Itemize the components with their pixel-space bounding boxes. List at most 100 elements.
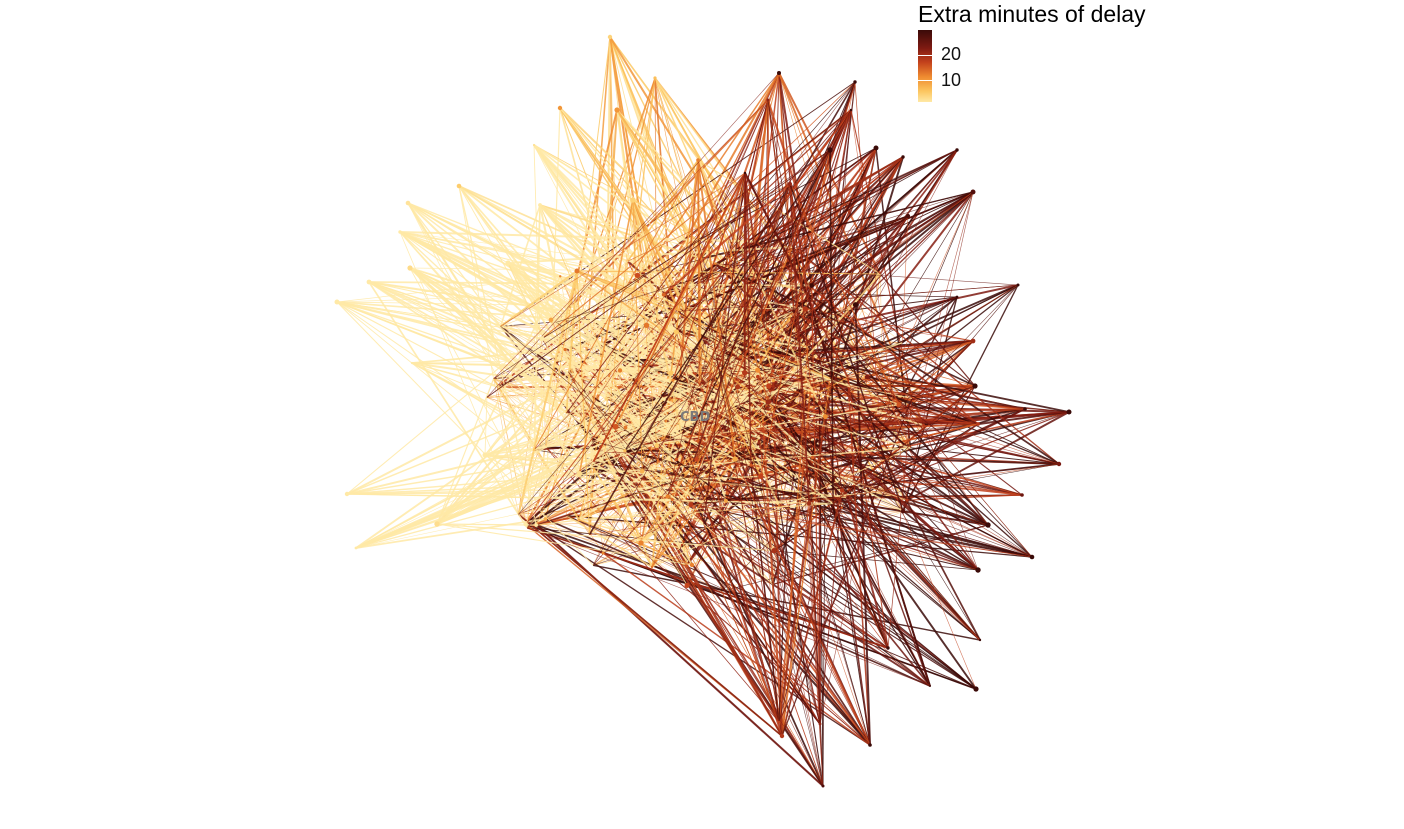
network-edge bbox=[538, 204, 595, 462]
network-edge bbox=[690, 487, 979, 571]
network-node bbox=[592, 467, 596, 470]
network-edge bbox=[884, 423, 979, 492]
network-node bbox=[922, 423, 925, 427]
network-node bbox=[827, 147, 833, 153]
network-edge bbox=[656, 320, 981, 641]
network-node bbox=[1056, 461, 1062, 467]
network-edge bbox=[699, 147, 877, 386]
network-edge bbox=[407, 202, 502, 327]
network-edge bbox=[632, 199, 727, 502]
network-edge bbox=[721, 590, 780, 723]
network-edge bbox=[568, 371, 783, 737]
network-edge bbox=[517, 270, 578, 515]
network-edge bbox=[624, 215, 909, 451]
network-edge bbox=[566, 515, 931, 687]
network-node bbox=[754, 412, 758, 415]
network-node bbox=[505, 260, 511, 266]
network-edge bbox=[670, 159, 699, 374]
network-edge bbox=[721, 284, 1019, 592]
network-edge bbox=[336, 301, 498, 388]
network-node bbox=[533, 448, 536, 452]
network-edge bbox=[792, 246, 976, 387]
network-edge bbox=[812, 457, 931, 687]
network-edge bbox=[740, 356, 1060, 465]
network-edge bbox=[744, 172, 826, 417]
network-edge bbox=[640, 504, 692, 544]
network-edge bbox=[656, 296, 958, 446]
network-edge bbox=[499, 270, 578, 328]
network-node bbox=[929, 685, 931, 687]
network-edge bbox=[407, 202, 535, 450]
network-edge bbox=[486, 72, 780, 398]
network-edge bbox=[769, 183, 791, 392]
network-edge bbox=[832, 385, 976, 504]
network-edge bbox=[778, 520, 788, 723]
network-edge bbox=[706, 81, 856, 435]
network-node bbox=[809, 283, 814, 288]
network-edge bbox=[346, 260, 629, 495]
network-edge bbox=[458, 185, 537, 526]
network-edge bbox=[566, 514, 653, 568]
network-edge bbox=[679, 159, 699, 376]
network-edge bbox=[646, 325, 1033, 558]
network-edge bbox=[756, 413, 871, 746]
network-node bbox=[738, 355, 743, 359]
network-edge bbox=[744, 172, 839, 319]
network-node bbox=[434, 521, 440, 527]
network-node bbox=[574, 268, 580, 274]
network-edge bbox=[792, 246, 977, 690]
network-node bbox=[985, 522, 991, 528]
network-edge bbox=[592, 109, 852, 566]
network-node bbox=[344, 491, 350, 497]
network-edge bbox=[789, 183, 811, 504]
network-edge bbox=[604, 452, 1060, 465]
network-edge bbox=[697, 159, 701, 386]
network-edge bbox=[409, 267, 813, 459]
network-node bbox=[873, 145, 879, 151]
network-edge bbox=[500, 172, 746, 327]
network-edge bbox=[534, 191, 974, 451]
network-node bbox=[557, 105, 563, 111]
network-node bbox=[650, 565, 654, 569]
network-edge bbox=[355, 518, 546, 549]
network-node bbox=[810, 455, 815, 460]
network-node bbox=[853, 80, 857, 84]
network-node bbox=[577, 518, 581, 522]
network-edge bbox=[536, 385, 976, 526]
network-node bbox=[674, 457, 679, 462]
network-edge bbox=[778, 72, 795, 312]
network-node bbox=[955, 295, 959, 299]
network-edge bbox=[736, 386, 981, 641]
network-edge bbox=[649, 147, 877, 443]
network-edges bbox=[336, 36, 1070, 787]
network-node bbox=[456, 183, 462, 189]
network-edge bbox=[825, 408, 1026, 417]
network-node bbox=[973, 686, 979, 692]
network-edge bbox=[739, 356, 821, 725]
network-edge bbox=[744, 340, 974, 373]
network-edge bbox=[696, 147, 877, 460]
network-edge bbox=[867, 284, 1019, 378]
network-edge bbox=[667, 172, 746, 497]
network-node bbox=[823, 414, 828, 420]
network-node bbox=[653, 76, 657, 80]
network-edge bbox=[621, 533, 871, 746]
network-edge bbox=[705, 320, 981, 641]
network-edge bbox=[484, 454, 668, 498]
network-edge bbox=[484, 385, 811, 456]
network-node bbox=[634, 272, 641, 279]
network-edge bbox=[626, 149, 958, 538]
network-edge bbox=[750, 149, 958, 265]
network-node bbox=[684, 582, 690, 589]
network-edge bbox=[841, 385, 976, 508]
network-edge bbox=[901, 296, 958, 344]
network-edge bbox=[911, 397, 1070, 413]
network-node bbox=[742, 370, 748, 376]
network-edge bbox=[409, 267, 774, 585]
network-edge bbox=[778, 503, 834, 723]
network-edge bbox=[809, 473, 1033, 558]
network-edge bbox=[920, 191, 974, 388]
network-edge bbox=[767, 109, 852, 402]
network-edge bbox=[458, 185, 691, 365]
network-edge bbox=[778, 504, 979, 571]
